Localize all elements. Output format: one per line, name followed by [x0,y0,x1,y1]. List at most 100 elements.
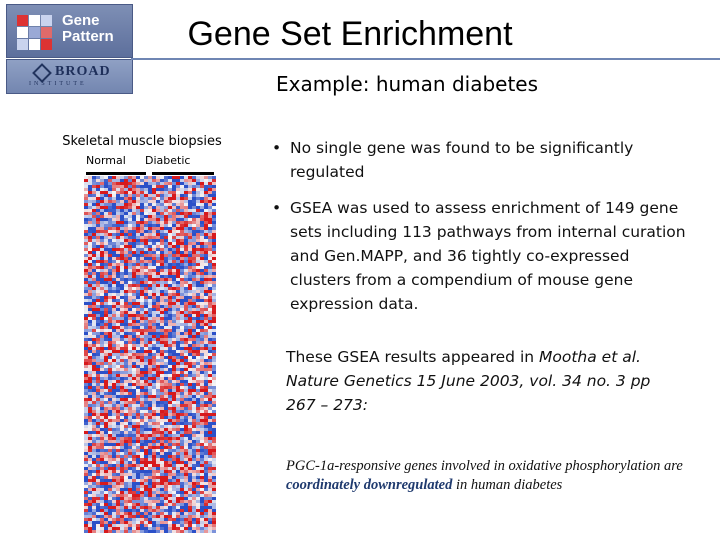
heatmap-cell [204,458,208,461]
heatmap-cell [188,305,192,308]
heatmap-cell [144,509,148,512]
heatmap-cell [164,254,168,257]
heatmap-cell [176,389,180,392]
heatmap-cell [112,359,116,362]
heatmap-cell [152,251,156,254]
heatmap-cell [152,518,156,521]
heatmap-cell [148,233,152,236]
heatmap-cell [148,476,152,479]
heatmap-cell [140,179,144,182]
heatmap-cell [152,332,156,335]
heatmap-cell [108,209,112,212]
heatmap-cell [96,446,100,449]
heatmap-cell [208,296,212,299]
heatmap-cell [116,287,120,290]
heatmap-cell [164,446,168,449]
heatmap-cell [92,305,96,308]
heatmap-cell [120,176,124,179]
heatmap-cell [108,452,112,455]
heatmap-cell [172,449,176,452]
heatmap-cell [116,395,120,398]
heatmap-cell [100,416,104,419]
heatmap-cell [140,212,144,215]
heatmap-cell [184,212,188,215]
heatmap-cell [148,530,152,533]
heatmap-cell [124,215,128,218]
heatmap-cell [100,458,104,461]
heatmap-cell [108,395,112,398]
heatmap-cell [132,296,136,299]
heatmap-cell [92,302,96,305]
heatmap-cell [104,284,108,287]
heatmap-cell [156,512,160,515]
heatmap-cell [84,398,88,401]
heatmap-cell [164,251,168,254]
heatmap-cell [128,416,132,419]
heatmap-cell [196,488,200,491]
heatmap-cell [196,200,200,203]
heatmap-cell [140,368,144,371]
heatmap-cell [184,470,188,473]
heatmap-cell [100,371,104,374]
heatmap-cell [136,251,140,254]
finding-after: in human diabetes [452,477,563,493]
heatmap-cell [212,455,216,458]
heatmap-cell [188,425,192,428]
heatmap-cell [124,416,128,419]
heatmap-cell [160,221,164,224]
heatmap-cell [148,296,152,299]
heatmap-cell [180,383,184,386]
heatmap-cell [208,212,212,215]
heatmap-cell [196,302,200,305]
heatmap-cell [88,224,92,227]
heatmap-cell [156,353,160,356]
heatmap-cell [212,341,216,344]
heatmap-cell [92,284,96,287]
heatmap-cell [132,488,136,491]
heatmap-cell [172,494,176,497]
heatmap-cell [120,509,124,512]
heatmap-cell [108,530,112,533]
heatmap-cell [184,425,188,428]
heatmap-cell [152,299,156,302]
heatmap-cell [168,392,172,395]
heatmap-cell [140,440,144,443]
heatmap-cell [124,515,128,518]
heatmap-cell [84,269,88,272]
heatmap-cell [108,263,112,266]
heatmap-cell [100,452,104,455]
heatmap-cell [100,251,104,254]
heatmap-cell [188,497,192,500]
heatmap-cell [160,380,164,383]
heatmap-cell [212,206,216,209]
heatmap-cell [212,284,216,287]
heatmap-cell [152,392,156,395]
heatmap-cell [212,524,216,527]
heatmap-cell [128,242,132,245]
heatmap-cell [92,365,96,368]
heatmap-cell [208,275,212,278]
heatmap-cell [180,467,184,470]
heatmap-cell [148,407,152,410]
heatmap-cell [148,335,152,338]
heatmap-cell [160,431,164,434]
heatmap-cell [188,209,192,212]
finding-before: PGC-1a-responsive genes involved in oxid… [286,458,683,474]
heatmap-cell [124,512,128,515]
heatmap-cell [152,461,156,464]
heatmap-cell [88,194,92,197]
heatmap-cell [100,293,104,296]
heatmap-cell [164,440,168,443]
heatmap-cell [96,272,100,275]
heatmap-cell [116,437,120,440]
heatmap-cell [132,275,136,278]
heatmap-cell [120,182,124,185]
heatmap-cell [208,392,212,395]
heatmap-cell [128,425,132,428]
heatmap-cell [192,371,196,374]
heatmap-cell [144,476,148,479]
heatmap-cell [96,320,100,323]
heatmap-cell [176,299,180,302]
heatmap-cell [116,176,120,179]
heatmap-cell [188,353,192,356]
